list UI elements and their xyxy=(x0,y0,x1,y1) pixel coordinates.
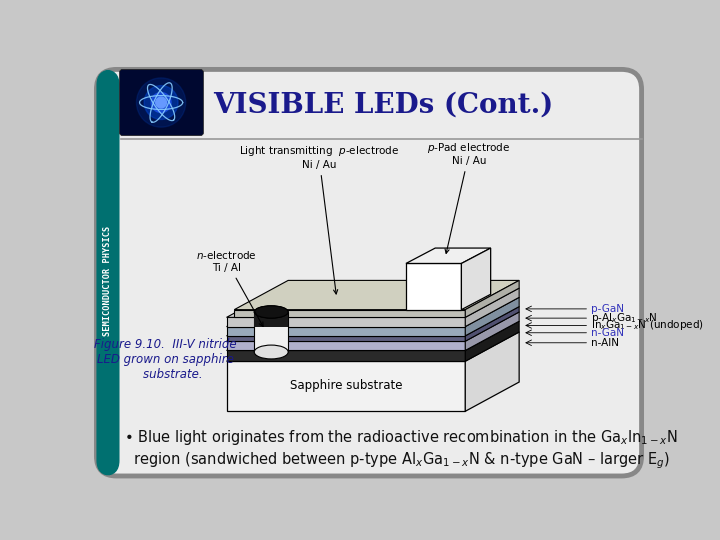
Polygon shape xyxy=(227,321,519,350)
Polygon shape xyxy=(227,361,465,411)
Polygon shape xyxy=(227,298,519,327)
Text: $n$-electrode
Ti / Al: $n$-electrode Ti / Al xyxy=(196,249,263,327)
Text: Sapphire substrate: Sapphire substrate xyxy=(289,380,402,393)
Polygon shape xyxy=(465,298,519,336)
Bar xyxy=(254,312,288,327)
Text: In$_x$Ga$_{1-x}$N (undoped): In$_x$Ga$_{1-x}$N (undoped) xyxy=(590,319,703,333)
Polygon shape xyxy=(227,332,519,361)
Polygon shape xyxy=(227,341,465,350)
Text: VISIBLE LEDs (Cont.): VISIBLE LEDs (Cont.) xyxy=(212,91,553,118)
Polygon shape xyxy=(227,336,465,341)
Text: n-GaN: n-GaN xyxy=(590,328,624,338)
Polygon shape xyxy=(465,280,519,318)
Text: Figure 9.10.  III-V nitride
LED grown on sapphire
    substrate.: Figure 9.10. III-V nitride LED grown on … xyxy=(94,338,236,381)
Bar xyxy=(254,312,288,352)
FancyBboxPatch shape xyxy=(96,70,120,476)
Polygon shape xyxy=(465,312,519,350)
Polygon shape xyxy=(227,318,465,327)
Polygon shape xyxy=(406,248,490,264)
Polygon shape xyxy=(465,321,519,361)
Text: SEMICONDUCTOR PHYSICS: SEMICONDUCTOR PHYSICS xyxy=(104,225,112,335)
FancyBboxPatch shape xyxy=(120,70,204,136)
Polygon shape xyxy=(227,307,519,336)
Text: $p$-Pad electrode
Ni / Au: $p$-Pad electrode Ni / Au xyxy=(428,140,510,253)
Polygon shape xyxy=(227,288,519,318)
Polygon shape xyxy=(465,288,519,327)
Polygon shape xyxy=(227,350,465,361)
Polygon shape xyxy=(465,307,519,341)
Text: p-Al$_x$Ga$_{1-x}$N: p-Al$_x$Ga$_{1-x}$N xyxy=(590,311,657,325)
Polygon shape xyxy=(462,248,490,309)
Polygon shape xyxy=(227,312,519,341)
Ellipse shape xyxy=(254,345,288,359)
Polygon shape xyxy=(406,264,462,309)
Polygon shape xyxy=(465,332,519,411)
Polygon shape xyxy=(234,309,465,318)
Text: Light transmitting  $p$-electrode
Ni / Au: Light transmitting $p$-electrode Ni / Au xyxy=(239,144,399,294)
Circle shape xyxy=(151,92,171,112)
Polygon shape xyxy=(234,280,519,309)
Polygon shape xyxy=(227,327,465,336)
Ellipse shape xyxy=(254,306,288,318)
FancyBboxPatch shape xyxy=(96,70,642,476)
Circle shape xyxy=(156,97,166,108)
Ellipse shape xyxy=(254,306,288,318)
Text: p-GaN: p-GaN xyxy=(590,304,624,314)
Text: • Blue light originates from the radioactive recombination in the Ga$_x$In$_{1-x: • Blue light originates from the radioac… xyxy=(124,428,678,471)
Circle shape xyxy=(144,85,178,119)
Text: n-AlN: n-AlN xyxy=(590,338,618,348)
Circle shape xyxy=(137,78,186,127)
